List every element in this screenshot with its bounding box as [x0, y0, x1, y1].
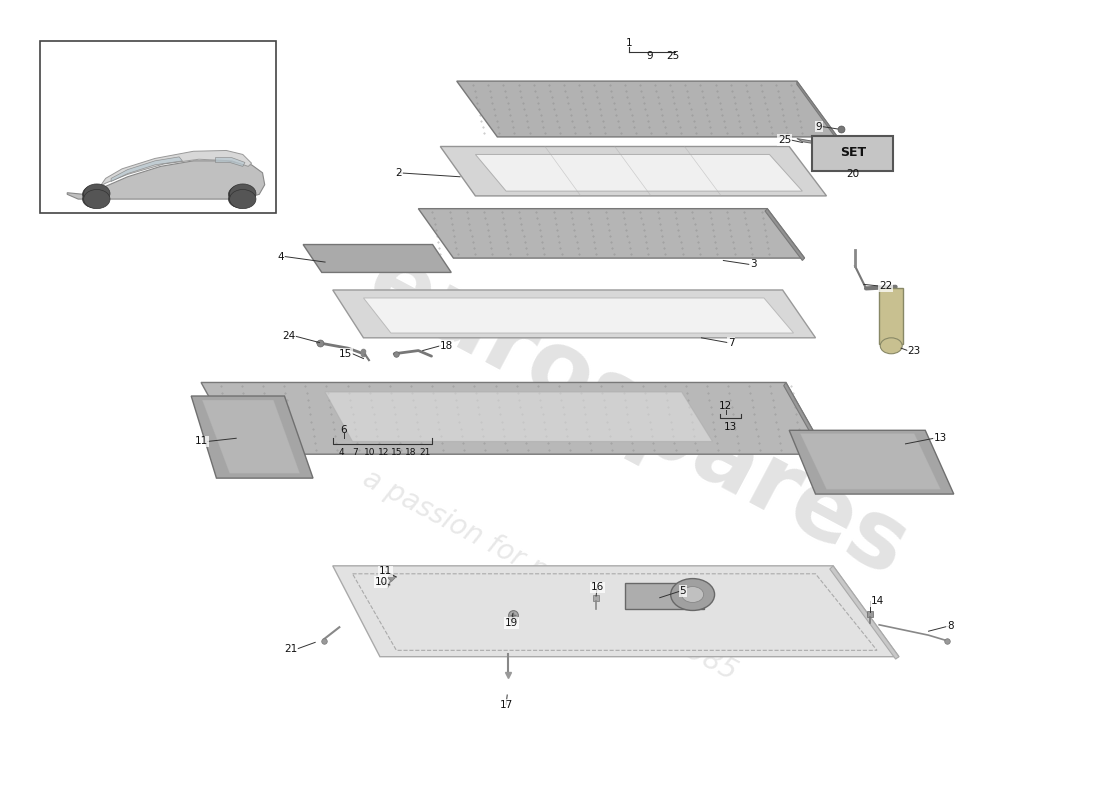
Polygon shape	[783, 382, 826, 458]
Circle shape	[229, 190, 253, 208]
Circle shape	[82, 186, 107, 203]
Text: 24: 24	[283, 331, 296, 342]
Text: 21: 21	[419, 448, 430, 457]
Text: 12: 12	[377, 448, 389, 457]
Text: 20: 20	[846, 169, 859, 178]
Bar	[879, 288, 903, 344]
Polygon shape	[418, 209, 804, 258]
Text: 9: 9	[647, 50, 653, 61]
Text: 4: 4	[339, 448, 344, 457]
Polygon shape	[796, 81, 837, 140]
Polygon shape	[800, 434, 940, 490]
Text: 23: 23	[908, 346, 921, 355]
Text: 18: 18	[405, 448, 417, 457]
Polygon shape	[100, 150, 252, 186]
Text: 15: 15	[392, 448, 403, 457]
Text: SET: SET	[839, 146, 866, 159]
Text: a passion for parts since 1985: a passion for parts since 1985	[359, 465, 741, 686]
Bar	[625, 583, 704, 609]
Polygon shape	[111, 157, 183, 182]
Text: 22: 22	[879, 281, 892, 291]
Circle shape	[229, 186, 253, 203]
Text: eurospares: eurospares	[352, 235, 923, 597]
Text: 4: 4	[278, 251, 285, 262]
Polygon shape	[332, 566, 899, 657]
Polygon shape	[332, 290, 815, 338]
Text: 10: 10	[364, 448, 375, 457]
Polygon shape	[363, 298, 793, 333]
Circle shape	[82, 190, 107, 208]
Bar	[40, 42, 276, 213]
Text: 8: 8	[947, 622, 954, 631]
Text: 11: 11	[378, 566, 392, 577]
Text: 15: 15	[339, 349, 352, 358]
Text: 5: 5	[680, 586, 686, 596]
Circle shape	[230, 184, 256, 203]
Text: 9: 9	[815, 122, 822, 131]
Text: 1: 1	[626, 38, 632, 48]
Polygon shape	[326, 392, 713, 442]
Text: 18: 18	[440, 341, 453, 350]
Circle shape	[84, 190, 110, 209]
Polygon shape	[829, 566, 899, 659]
Text: 19: 19	[505, 618, 518, 628]
Polygon shape	[304, 245, 451, 273]
Circle shape	[671, 578, 715, 610]
Polygon shape	[201, 382, 826, 454]
Text: 3: 3	[750, 259, 757, 270]
Text: 17: 17	[499, 699, 513, 710]
Polygon shape	[796, 138, 822, 145]
Polygon shape	[789, 430, 954, 494]
Polygon shape	[202, 400, 300, 474]
Polygon shape	[766, 209, 804, 261]
Text: 2: 2	[395, 168, 402, 178]
Polygon shape	[191, 396, 313, 478]
Text: 14: 14	[870, 596, 883, 606]
Text: 10: 10	[374, 577, 387, 586]
Text: 11: 11	[195, 437, 208, 446]
FancyBboxPatch shape	[812, 136, 893, 171]
Text: 25: 25	[667, 50, 680, 61]
Polygon shape	[67, 161, 265, 199]
Text: 13: 13	[934, 434, 947, 443]
Text: 6: 6	[340, 426, 346, 435]
Text: 7: 7	[728, 338, 735, 347]
Text: 21: 21	[285, 644, 298, 654]
Circle shape	[230, 190, 256, 209]
Text: 16: 16	[591, 582, 604, 592]
Polygon shape	[216, 158, 245, 166]
Circle shape	[880, 338, 902, 354]
Text: 7: 7	[353, 448, 359, 457]
Text: 12: 12	[719, 402, 733, 411]
Polygon shape	[456, 81, 837, 137]
Text: 13: 13	[724, 422, 737, 431]
Polygon shape	[475, 154, 802, 191]
Polygon shape	[440, 146, 826, 196]
Circle shape	[682, 586, 704, 602]
Text: 25: 25	[778, 135, 791, 145]
Circle shape	[84, 184, 110, 203]
